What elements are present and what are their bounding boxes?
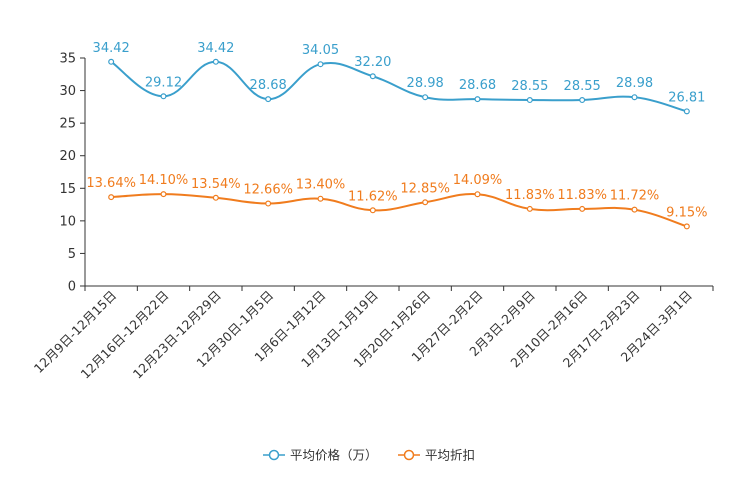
discount-data-point [683, 223, 690, 230]
price-data-label: 28.68 [250, 78, 287, 93]
discount-data-label: 11.72% [610, 189, 660, 204]
x-tick-label: 12月16日-12月22日 [77, 288, 171, 382]
price-data-label: 28.55 [511, 79, 548, 94]
discount-data-point [631, 206, 638, 213]
price-data-point [422, 94, 429, 101]
discount-data-point [474, 191, 481, 198]
price-data-point [683, 108, 690, 115]
price-data-label: 29.12 [145, 75, 182, 90]
price-data-point [160, 93, 167, 100]
y-tick-label: 25 [59, 117, 76, 132]
legend-label: 平均折扣 [425, 448, 475, 463]
y-tick-label: 30 [59, 84, 76, 99]
price-data-label: 34.05 [302, 43, 339, 58]
price-data-label: 28.68 [459, 78, 496, 93]
discount-data-point [526, 205, 533, 212]
price-data-point [631, 94, 638, 101]
discount-data-label: 13.54% [191, 177, 241, 192]
discount-data-label: 11.83% [505, 188, 555, 203]
legend[interactable]: 平均价格（万） 平均折扣 [263, 448, 475, 463]
discount-data-label: 14.09% [453, 173, 503, 188]
discount-data-label: 13.40% [296, 178, 346, 193]
y-tick-label: 0 [68, 280, 76, 295]
discount-data-label: 12.85% [400, 181, 450, 196]
discount-data-point [108, 194, 115, 201]
discount-data-point [265, 200, 272, 207]
y-tick-label: 20 [59, 149, 76, 164]
discount-data-label: 9.15% [666, 205, 707, 220]
discount-data-label: 12.66% [243, 183, 293, 198]
discount-data-point [422, 199, 429, 206]
y-tick-label: 35 [59, 52, 76, 67]
legend-item-discount[interactable]: 平均折扣 [398, 448, 475, 463]
price-data-point [265, 96, 272, 103]
price-data-label: 34.42 [197, 41, 234, 56]
discount-data-point [579, 205, 586, 212]
price-data-point [579, 97, 586, 104]
discount-data-label: 13.64% [86, 176, 136, 191]
legend-marker-icon [403, 449, 415, 461]
price-data-label: 26.81 [668, 90, 705, 105]
y-tick-label: 15 [59, 182, 76, 197]
labels-layer: 34.42 29.12 34.42 28.68 34.05 32.20 28.98 28.68… [86, 41, 707, 221]
discount-data-label: 11.62% [348, 189, 398, 204]
y-tick-label: 5 [68, 247, 76, 262]
price-data-label: 34.42 [93, 41, 130, 56]
discount-data-point [369, 207, 376, 214]
x-tick-label: 12月23日-12月29日 [130, 288, 224, 382]
discount-data-label: 14.10% [139, 173, 189, 188]
discount-data-point [160, 191, 167, 198]
price-data-point [526, 97, 533, 104]
legend-label: 平均价格（万） [290, 448, 378, 463]
axes: 0510152025303512月9日-12月15日12月16日-12月22日1… [31, 52, 714, 382]
price-data-point [108, 58, 115, 65]
series-layer [108, 58, 690, 230]
y-tick-label: 10 [59, 214, 76, 229]
discount-data-label: 11.83% [557, 188, 607, 203]
discount-series-line [111, 193, 688, 228]
legend-item-price[interactable]: 平均价格（万） [263, 448, 378, 463]
price-data-point [369, 73, 376, 80]
price-data-label: 28.55 [564, 79, 601, 94]
discount-data-point [317, 195, 324, 202]
discount-data-point [212, 194, 219, 201]
price-data-point [474, 96, 481, 103]
price-data-point [212, 58, 219, 65]
price-data-label: 28.98 [616, 76, 653, 91]
price-data-label: 28.98 [407, 76, 444, 91]
price-data-label: 32.20 [354, 55, 391, 70]
legend-marker-icon [268, 449, 280, 461]
price-data-point [317, 61, 324, 68]
